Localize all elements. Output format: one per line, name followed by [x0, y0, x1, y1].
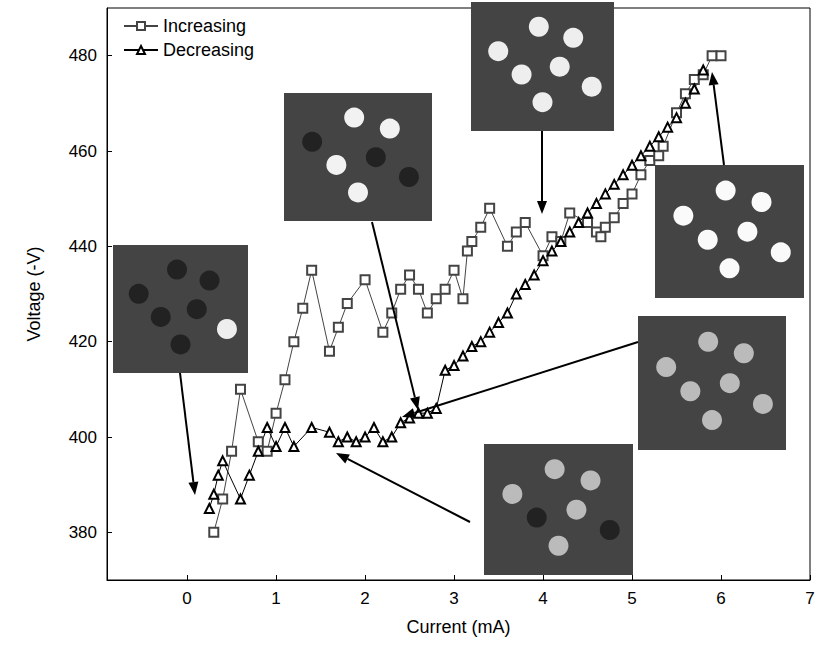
svg-text:460: 460	[69, 142, 97, 161]
svg-text:6: 6	[716, 589, 725, 608]
svg-text:Current (mA): Current (mA)	[406, 617, 510, 637]
svg-text:Increasing: Increasing	[163, 16, 246, 36]
svg-text:480: 480	[69, 46, 97, 65]
svg-text:380: 380	[69, 523, 97, 542]
svg-text:Voltage (-V): Voltage (-V)	[24, 246, 44, 341]
svg-text:420: 420	[69, 332, 97, 351]
svg-text:7: 7	[805, 589, 814, 608]
svg-text:400: 400	[69, 428, 97, 447]
svg-text:Decreasing: Decreasing	[163, 40, 254, 60]
svg-text:440: 440	[69, 237, 97, 256]
svg-text:0: 0	[182, 589, 191, 608]
svg-text:4: 4	[538, 589, 547, 608]
svg-text:1: 1	[271, 589, 280, 608]
svg-text:2: 2	[360, 589, 369, 608]
svg-text:5: 5	[627, 589, 636, 608]
svg-text:3: 3	[449, 589, 458, 608]
